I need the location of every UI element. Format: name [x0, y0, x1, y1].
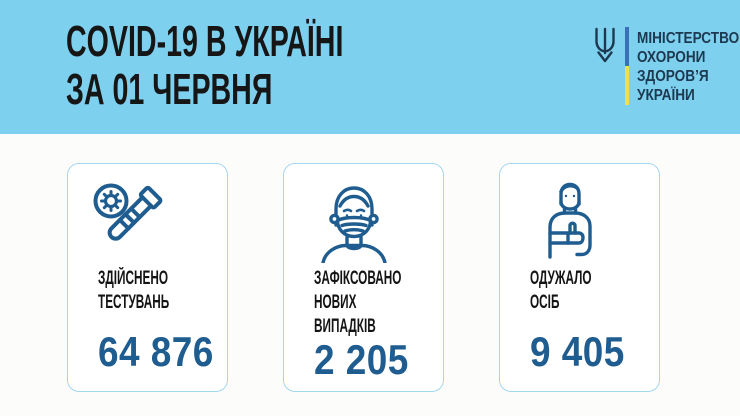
flag-divider — [625, 27, 629, 105]
flag-blue-segment — [625, 27, 629, 66]
page-title-line-1: COVID-19 В УКРАЇНІ — [66, 17, 344, 66]
test-tube-virus-icon — [93, 183, 163, 241]
ministry-logo: МІНІСТЕРСТВО ОХОРОНИ ЗДОРОВ’Я УКРАЇНИ — [592, 27, 740, 105]
stat-card-label: ЗДІЙСНЕНО ТЕСТУВАНЬ — [98, 268, 170, 313]
stat-card-label: ОДУЖАЛО ОСІБ — [530, 268, 592, 313]
page-title-line-2: ЗА 01 ЧЕРВНЯ — [66, 65, 273, 114]
stat-card-icon-box — [530, 179, 651, 265]
flag-yellow-segment — [625, 66, 629, 105]
stat-card-new-cases: ЗАФІКСОВАНО НОВИХ ВИПАДКІВ 2 205 — [283, 163, 444, 392]
stat-card-icon-box — [314, 179, 435, 265]
page-title: COVID-19 В УКРАЇНІ ЗА 01 ЧЕРВНЯ — [66, 18, 493, 114]
masked-person-icon — [321, 186, 387, 265]
stat-card-label: ЗАФІКСОВАНО НОВИХ ВИПАДКІВ — [314, 268, 402, 337]
trident-icon — [595, 27, 615, 63]
header-banner: COVID-19 В УКРАЇНІ ЗА 01 ЧЕРВНЯ МІНІСТЕР… — [0, 0, 740, 134]
stat-card-recovered: ОДУЖАЛО ОСІБ 9 405 — [499, 163, 660, 392]
stat-card-tests: ЗДІЙСНЕНО ТЕСТУВАНЬ 64 876 — [67, 163, 228, 392]
ministry-name: МІНІСТЕРСТВО ОХОРОНИ ЗДОРОВ’Я УКРАЇНИ — [637, 30, 740, 104]
stat-card-value: 2 205 — [314, 336, 409, 383]
recovered-person-icon — [548, 182, 592, 259]
stat-card-value: 64 876 — [98, 328, 214, 375]
stat-card-value: 9 405 — [530, 328, 625, 375]
stat-card-icon-box — [88, 179, 219, 265]
